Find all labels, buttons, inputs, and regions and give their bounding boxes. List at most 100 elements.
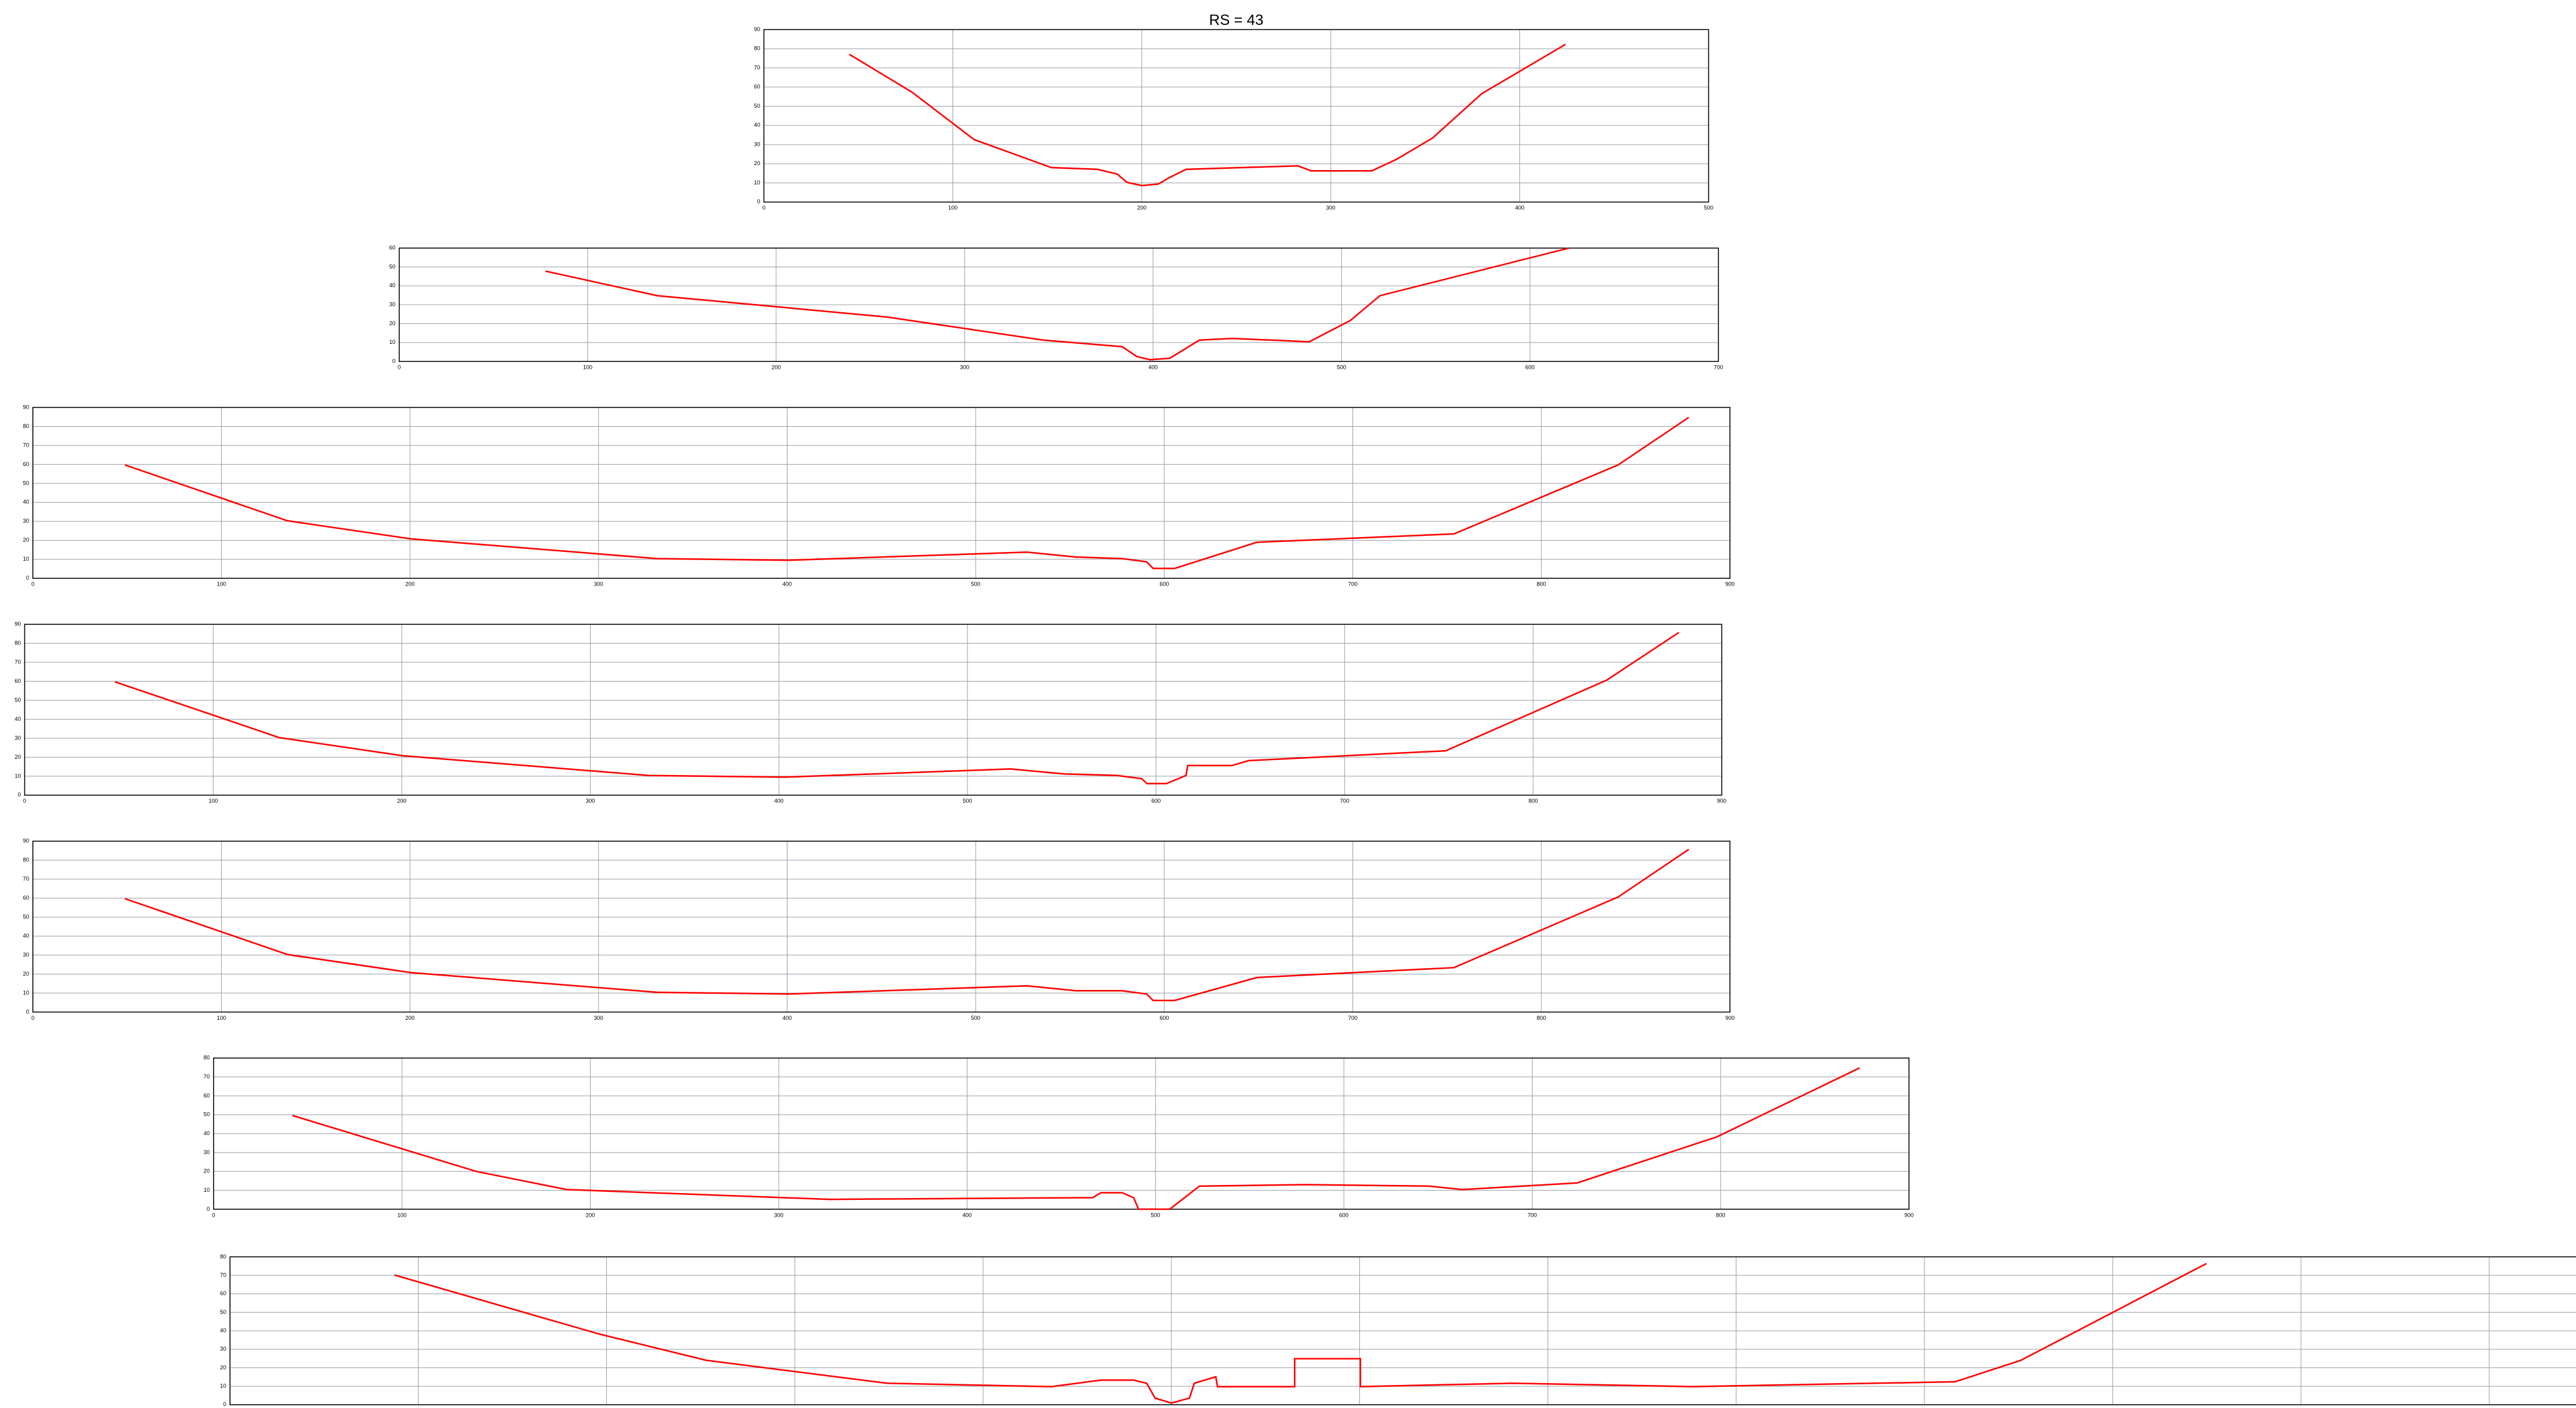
y-tick-label: 0 — [26, 1009, 29, 1015]
y-tick-label: 40 — [389, 282, 396, 288]
x-tick-label: 400 — [1148, 364, 1157, 371]
y-tick-label: 30 — [23, 518, 29, 524]
x-tick-label: 700 — [1348, 581, 1357, 587]
x-tick-label: 900 — [1717, 798, 1726, 804]
x-tick-label: 500 — [1337, 364, 1346, 371]
y-tick-label: 30 — [23, 951, 29, 958]
y-tick-label: 20 — [220, 1364, 226, 1371]
x-tick-label: 400 — [782, 581, 792, 587]
y-tick-label: 60 — [204, 1092, 210, 1098]
plot-frame — [229, 1256, 2576, 1406]
x-tick-label: 200 — [397, 798, 406, 804]
plot-frame — [32, 840, 1731, 1013]
x-tick-label: 800 — [1537, 1015, 1546, 1021]
x-tick-label: 0 — [31, 581, 34, 587]
y-tick-label: 10 — [754, 179, 760, 186]
y-tick-label: 20 — [23, 971, 29, 977]
y-tick-label: 50 — [754, 103, 760, 109]
x-tick-label: 600 — [1339, 1212, 1349, 1218]
profile-line — [848, 44, 1566, 187]
y-tick-label: 40 — [15, 716, 21, 722]
x-tick-label: 200 — [1137, 205, 1146, 211]
x-tick-label: 300 — [586, 798, 595, 804]
x-tick-label: 100 — [397, 1212, 407, 1218]
x-tick-label: 300 — [594, 1015, 603, 1021]
y-tick-label: 0 — [757, 199, 760, 205]
x-tick-label: 700 — [1528, 1212, 1537, 1218]
plot-frame — [24, 624, 1723, 796]
y-tick-label: 80 — [220, 1253, 226, 1260]
x-tick-label: 0 — [763, 205, 766, 211]
x-tick-label: 100 — [209, 798, 218, 804]
y-tick-label: 30 — [389, 302, 396, 308]
x-tick-label: 800 — [1537, 581, 1546, 587]
x-tick-label: 900 — [1725, 581, 1734, 587]
x-tick-label: 600 — [1159, 581, 1169, 587]
y-tick-label: 60 — [389, 245, 396, 251]
x-tick-label: 400 — [962, 1212, 972, 1218]
y-tick-label: 80 — [23, 423, 29, 429]
y-tick-label: 30 — [204, 1149, 210, 1155]
y-tick-label: 20 — [204, 1168, 210, 1174]
y-tick-label: 30 — [15, 735, 21, 741]
x-tick-label: 600 — [1525, 364, 1534, 371]
x-tick-label: 500 — [962, 798, 972, 804]
y-tick-label: 50 — [15, 697, 21, 703]
y-tick-label: 90 — [754, 26, 760, 32]
y-tick-label: 40 — [220, 1327, 226, 1333]
x-tick-label: 700 — [1340, 798, 1349, 804]
y-tick-label: 90 — [15, 621, 21, 627]
x-tick-label: 500 — [971, 581, 981, 587]
chart-title: RS = 43 — [1209, 12, 1263, 29]
y-tick-label: 10 — [389, 339, 396, 345]
y-tick-label: 60 — [754, 83, 760, 90]
plot-frame — [213, 1057, 1910, 1210]
profile-line — [292, 1067, 1860, 1211]
y-tick-label: 30 — [754, 141, 760, 147]
profile-line — [125, 416, 1690, 569]
plot-frame — [32, 407, 1731, 579]
x-tick-label: 300 — [1326, 205, 1336, 211]
y-tick-label: 20 — [23, 537, 29, 543]
y-tick-label: 10 — [23, 556, 29, 562]
y-tick-label: 10 — [204, 1187, 210, 1193]
x-tick-label: 800 — [1529, 798, 1538, 804]
x-tick-label: 400 — [782, 1015, 792, 1021]
x-tick-label: 0 — [397, 364, 401, 371]
x-tick-label: 100 — [583, 364, 592, 371]
y-tick-label: 60 — [220, 1290, 226, 1296]
y-tick-label: 40 — [754, 122, 760, 128]
y-tick-label: 20 — [15, 754, 21, 760]
profile-line — [125, 849, 1690, 1002]
x-tick-label: 100 — [948, 205, 958, 211]
y-tick-label: 0 — [18, 792, 21, 798]
x-tick-label: 300 — [594, 581, 603, 587]
x-tick-label: 500 — [1704, 205, 1713, 211]
y-tick-label: 90 — [23, 838, 29, 844]
y-tick-label: 60 — [23, 895, 29, 901]
y-tick-label: 70 — [15, 659, 21, 665]
y-tick-label: 20 — [389, 320, 396, 326]
y-tick-label: 60 — [23, 461, 29, 467]
y-tick-label: 40 — [23, 499, 29, 505]
y-tick-label: 70 — [220, 1272, 226, 1278]
y-tick-label: 80 — [15, 640, 21, 646]
x-tick-label: 300 — [774, 1212, 783, 1218]
x-tick-label: 0 — [23, 798, 26, 804]
x-tick-label: 100 — [217, 1015, 226, 1021]
y-tick-label: 80 — [204, 1055, 210, 1061]
y-tick-label: 80 — [754, 45, 760, 52]
profile-line — [115, 632, 1680, 785]
y-tick-label: 50 — [23, 480, 29, 486]
x-tick-label: 700 — [1714, 364, 1723, 371]
y-tick-label: 20 — [754, 160, 760, 166]
x-tick-label: 900 — [1725, 1015, 1734, 1021]
x-tick-label: 100 — [217, 581, 226, 587]
y-tick-label: 40 — [23, 933, 29, 939]
y-tick-label: 0 — [207, 1206, 210, 1212]
y-tick-label: 10 — [23, 989, 29, 996]
x-tick-label: 200 — [586, 1212, 595, 1218]
y-tick-label: 60 — [15, 678, 21, 684]
x-tick-label: 0 — [31, 1015, 34, 1021]
